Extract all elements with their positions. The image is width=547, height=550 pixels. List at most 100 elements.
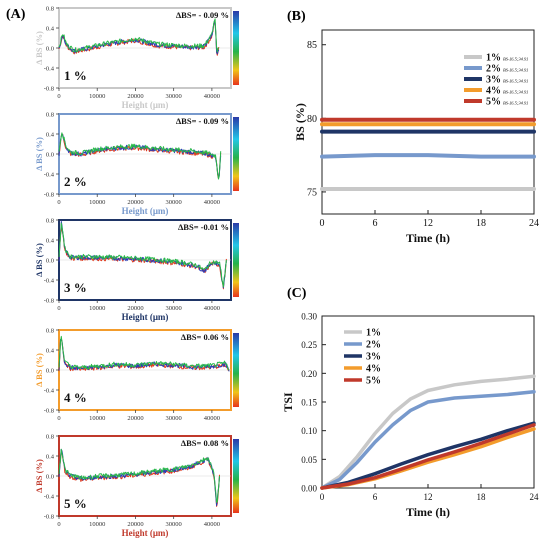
xtick-label: 0 xyxy=(57,521,60,528)
legend-label: 1% BS-[6.5;34.9] xyxy=(486,53,528,64)
xtick-label: 0 xyxy=(320,492,325,502)
xtick-label: 20000 xyxy=(127,521,143,528)
y-axis-label: Δ BS (%) xyxy=(34,459,44,493)
legend-label: 3% BS-[6.5;34.9] xyxy=(486,75,528,86)
ytick-label: 0.0 xyxy=(46,368,54,375)
ytick-label: 0.00 xyxy=(301,484,317,494)
xtick-label: 18 xyxy=(477,492,487,502)
ytick-label: 0.0 xyxy=(46,474,54,481)
legend-label: 5% BS-[6.5;34.9] xyxy=(486,97,528,108)
legend-label: 1% xyxy=(366,328,381,339)
time-colorbar-4 xyxy=(233,333,239,407)
panel-label-c: (C) xyxy=(287,286,307,301)
xtick-label: 18 xyxy=(476,218,486,229)
delta-bs-label: ΔBS= 0.08 % xyxy=(181,438,229,448)
legend-subscript: BS-[6.5;34.9] xyxy=(503,101,528,106)
time-colorbar-1 xyxy=(233,11,239,85)
ytick-label: 0.20 xyxy=(301,369,317,379)
concentration-label: 4 % xyxy=(64,390,87,405)
delta-bs-label: ΔBS= - 0.09 % xyxy=(176,116,229,126)
ytick-label: -0.8 xyxy=(44,408,54,415)
concentration-label: 2 % xyxy=(64,174,87,189)
xtick-label: 24 xyxy=(530,492,540,502)
series-line-c-1 xyxy=(320,374,536,490)
time-colorbar-5 xyxy=(233,439,239,513)
xtick-label: 10000 xyxy=(89,415,105,422)
panel-b-xlabel: Time (h) xyxy=(406,231,450,245)
concentration-label: 1 % xyxy=(64,68,87,83)
ytick-label: 0.8 xyxy=(46,328,54,335)
ytick-label: 0.25 xyxy=(301,340,317,350)
time-colorbar-3 xyxy=(233,223,239,297)
xtick-label: 20000 xyxy=(127,93,143,100)
legend-subscript: BS-[6.5;34.9] xyxy=(503,90,528,95)
series-line-c-2 xyxy=(320,389,536,490)
ytick-label: -0.4 xyxy=(44,172,55,179)
legend-label: 2% BS-[6.5;34.9] xyxy=(486,64,528,75)
xtick-label: 10000 xyxy=(89,93,105,100)
y-axis-label: Δ BS (%) xyxy=(34,137,44,171)
delta-bs-label: ΔBS= -0.01 % xyxy=(178,222,229,232)
panel-label-a: (A) xyxy=(6,7,26,22)
xtick-label: 0 xyxy=(57,199,60,206)
ytick-label: 80 xyxy=(307,114,317,125)
ytick-label: 0.8 xyxy=(46,434,54,441)
legend-subscript: BS-[6.5;34.9] xyxy=(503,68,528,73)
ytick-label: 0.05 xyxy=(301,455,317,465)
xtick-label: 40000 xyxy=(204,305,220,312)
panel-c-ylabel: TSI xyxy=(281,392,295,412)
ytick-label: 0.0 xyxy=(46,152,54,159)
x-axis-label: Height (μm) xyxy=(122,206,169,216)
ytick-label: 0.4 xyxy=(46,454,55,461)
bs-trace-2-3 xyxy=(58,132,222,180)
panel-label-b: (B) xyxy=(287,9,306,24)
xtick-label: 20000 xyxy=(127,305,143,312)
bs-trace-4-2 xyxy=(58,338,230,372)
ytick-label: 75 xyxy=(307,187,317,198)
ytick-label: -0.4 xyxy=(44,278,55,285)
ytick-label: -0.4 xyxy=(44,388,55,395)
legend-label: 2% xyxy=(366,340,381,351)
bs-trace-1-3 xyxy=(58,18,220,53)
bs-trace-4-3 xyxy=(58,335,230,371)
ytick-label: 0.10 xyxy=(301,426,317,436)
delta-bs-label: ΔBS= 0.06 % xyxy=(181,332,229,342)
legend-subscript: BS-[6.5;34.9] xyxy=(503,57,528,62)
xtick-label: 30000 xyxy=(166,199,182,206)
xtick-label: 12 xyxy=(424,492,433,502)
xtick-label: 30000 xyxy=(166,415,182,422)
xtick-label: 30000 xyxy=(166,93,182,100)
ytick-label: -0.8 xyxy=(44,192,54,199)
xtick-label: 12 xyxy=(423,218,433,229)
legend-label: 4% xyxy=(366,364,381,375)
xtick-label: 10000 xyxy=(89,521,105,528)
bs-trace-5-3 xyxy=(58,448,220,503)
xtick-label: 24 xyxy=(529,218,539,229)
ytick-label: 0.8 xyxy=(46,112,54,119)
legend-label: 4% BS-[6.5;34.9] xyxy=(486,86,528,97)
xtick-label: 6 xyxy=(373,492,378,502)
xtick-label: 0 xyxy=(57,305,60,312)
xtick-label: 40000 xyxy=(204,415,220,422)
ytick-label: -0.4 xyxy=(44,66,55,73)
ytick-label: 0.8 xyxy=(46,6,54,13)
ytick-label: 0.4 xyxy=(46,132,55,139)
ytick-label: 0.4 xyxy=(46,348,55,355)
bs-trace-3-3 xyxy=(58,222,227,288)
xtick-label: 6 xyxy=(373,218,378,229)
xtick-label: 40000 xyxy=(204,93,220,100)
legend-subscript: BS-[6.5;34.9] xyxy=(503,79,528,84)
legend-label: 5% xyxy=(366,376,381,387)
ytick-label: -0.8 xyxy=(44,86,54,93)
xtick-label: 40000 xyxy=(204,199,220,206)
x-axis-label: Height (μm) xyxy=(122,528,169,538)
xtick-label: 0 xyxy=(57,415,60,422)
ytick-label: 0.4 xyxy=(46,26,55,33)
legend-label: 3% xyxy=(366,352,381,363)
ytick-label: 0.8 xyxy=(46,218,54,225)
xtick-label: 10000 xyxy=(89,199,105,206)
y-axis-label: Δ BS (%) xyxy=(34,31,44,65)
ytick-label: -0.8 xyxy=(44,298,54,305)
xtick-label: 20000 xyxy=(127,199,143,206)
